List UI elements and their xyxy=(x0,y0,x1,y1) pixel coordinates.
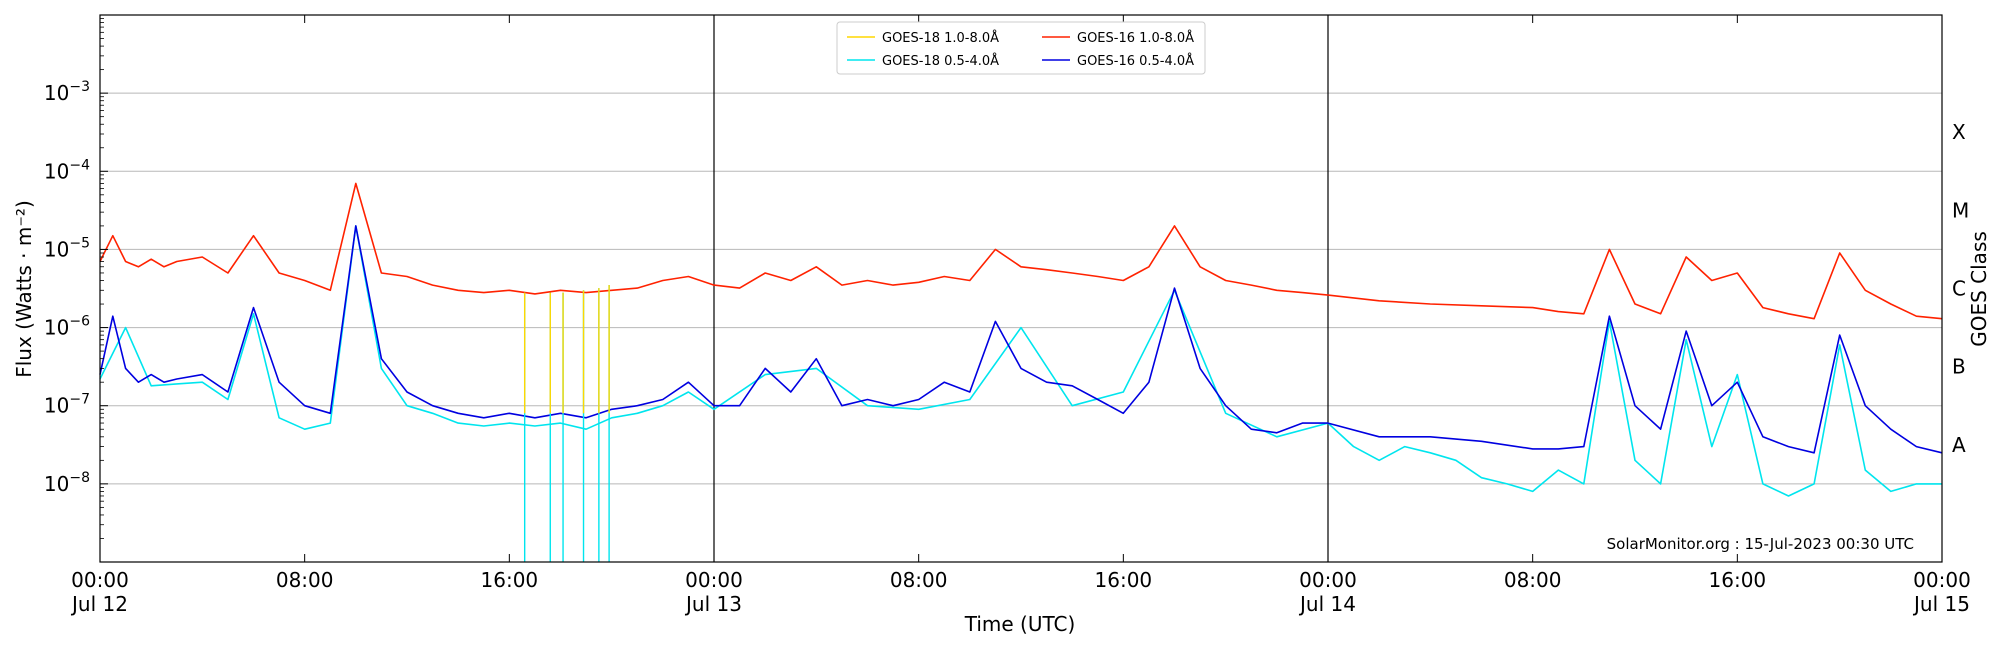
plot-frame xyxy=(99,14,1943,563)
day-boundary-lines xyxy=(713,15,1329,562)
x-tick-time: 00:00 xyxy=(1299,568,1357,592)
y-tick-label: 10−5 xyxy=(44,235,90,261)
legend-label: GOES-16 0.5-4.0Å xyxy=(1077,53,1194,69)
y-tick-label: 10−4 xyxy=(44,157,90,183)
axis-ticks xyxy=(99,15,1943,562)
flux-series xyxy=(99,182,1943,562)
solarmonitor-annotation: SolarMonitor.org : 15-Jul-2023 00:30 UTC xyxy=(1607,535,1914,553)
y-axis-title: Flux (Watts · m⁻²) xyxy=(12,200,36,378)
x-tick-time: 00:00 xyxy=(685,568,743,592)
y-tick-labels: 10−8 10−7 10−6 10−5 10−4 10−3 xyxy=(44,79,90,496)
goes-class-c: C xyxy=(1952,277,1966,301)
x-tick-date: Jul 12 xyxy=(70,592,128,616)
x-axis-title: Time (UTC) xyxy=(964,612,1076,636)
x-tick-time: 08:00 xyxy=(890,568,948,592)
legend-box xyxy=(836,21,1206,75)
goes-class-m: M xyxy=(1952,198,1969,222)
series-line xyxy=(99,225,1943,454)
x-tick-time: 08:00 xyxy=(276,568,334,592)
right-axis-title: GOES Class xyxy=(1967,231,1991,347)
goes-class-labels: A B C M X xyxy=(1952,120,1969,457)
x-tick-time: 16:00 xyxy=(1709,568,1767,592)
x-tick-time: 00:00 xyxy=(71,568,129,592)
series-line xyxy=(99,182,1943,320)
x-tick-time: 16:00 xyxy=(481,568,539,592)
legend-label: GOES-18 0.5-4.0Å xyxy=(882,53,999,69)
y-tick-label: 10−3 xyxy=(44,79,90,105)
x-tick-date: Jul 13 xyxy=(684,592,742,616)
y-tick-label: 10−8 xyxy=(44,470,90,496)
y-tick-label: 10−6 xyxy=(44,314,90,340)
goes-class-b: B xyxy=(1952,355,1966,379)
legend: GOES-18 1.0-8.0Å GOES-16 1.0-8.0Å GOES-18 … xyxy=(836,21,1206,75)
goes-class-x: X xyxy=(1952,120,1966,144)
y-tick-label: 10−7 xyxy=(44,392,90,418)
x-tick-time: 00:00 xyxy=(1913,568,1971,592)
goes-class-a: A xyxy=(1952,433,1966,457)
x-tick-date: Jul 15 xyxy=(1912,592,1970,616)
legend-label: GOES-16 1.0-8.0Å xyxy=(1077,30,1194,46)
legend-label: GOES-18 1.0-8.0Å xyxy=(882,30,999,46)
x-tick-date: Jul 14 xyxy=(1298,592,1356,616)
x-tick-time: 16:00 xyxy=(1095,568,1153,592)
x-tick-time: 08:00 xyxy=(1504,568,1562,592)
